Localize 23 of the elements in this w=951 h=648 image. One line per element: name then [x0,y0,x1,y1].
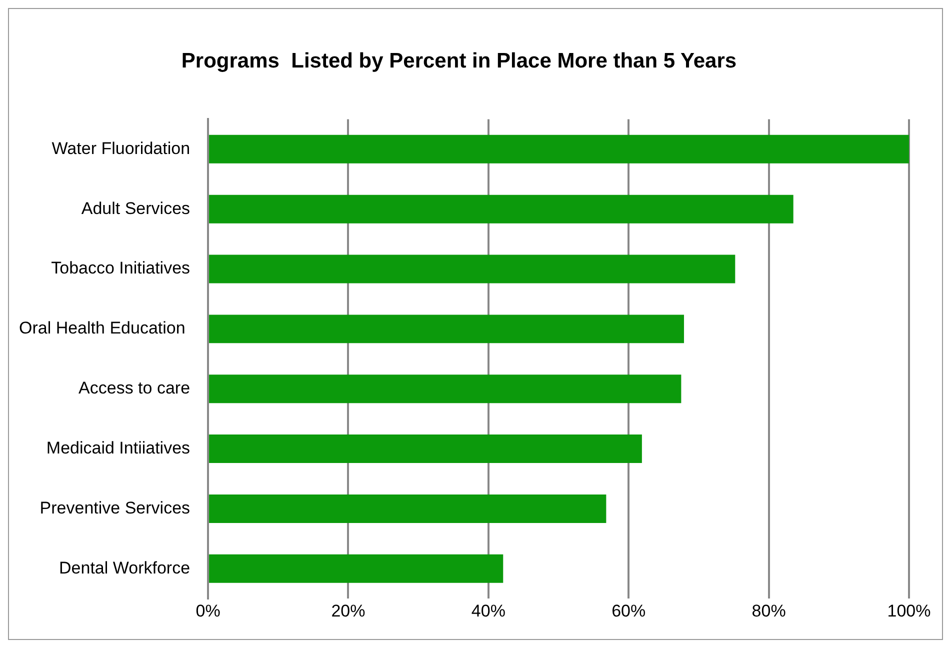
y-tick-label: Oral Health Education [18,318,190,338]
chart-title: Programs Listed by Percent in Place More than 5 Years [181,49,737,72]
bar [209,194,794,224]
bar [209,314,684,344]
x-tick-label: 20% [331,601,366,620]
bar [209,554,504,583]
y-tick-label: Access to care [78,378,190,398]
y-tick-label: Adult Services [81,198,190,218]
x-tick-label: 100% [887,601,931,620]
x-tick-label: 0% [196,601,220,620]
bar [209,494,606,523]
bar [209,374,682,404]
x-tick-label: 40% [471,601,506,620]
y-tick-label: Medicaid Intiiatives [46,438,190,458]
x-tick-label: 60% [612,601,646,620]
bar [209,434,642,464]
bar [209,134,909,164]
y-tick-label: Preventive Services [40,498,190,518]
x-tick-label: 80% [752,601,786,620]
bar [209,254,736,284]
y-tick-label: Water Fluoridation [52,138,190,158]
y-tick-label: Tobacco Initiatives [51,258,190,278]
y-tick-label: Dental Workforce [59,558,190,578]
